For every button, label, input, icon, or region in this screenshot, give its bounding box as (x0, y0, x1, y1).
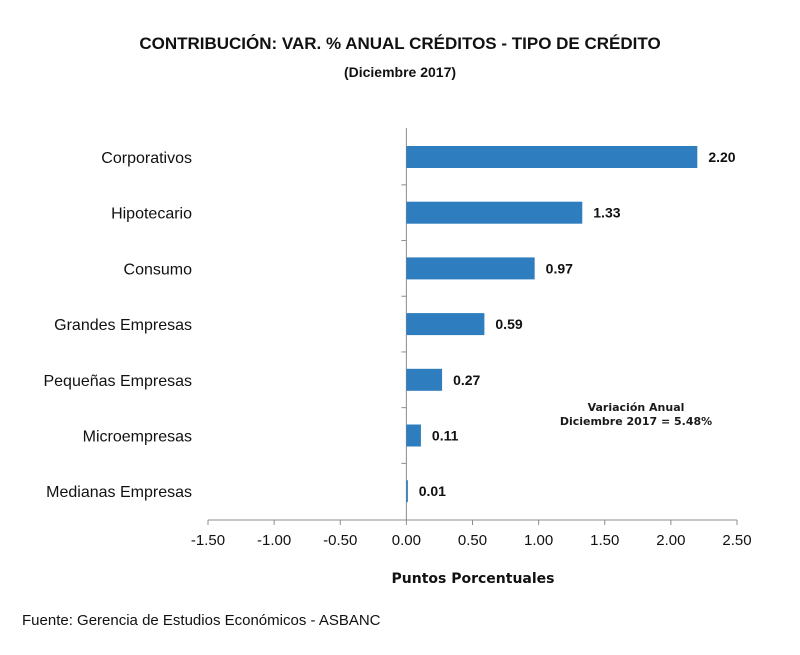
data-label: 0.59 (495, 316, 522, 332)
data-label: 0.97 (546, 260, 573, 276)
chart-subtitle: (Diciembre 2017) (343, 64, 457, 80)
bar (406, 201, 583, 224)
data-label: 2.20 (708, 149, 735, 165)
x-tick-label: 1.50 (590, 532, 619, 549)
annotation-line-2: Diciembre 2017 = 5.48% (559, 415, 713, 428)
data-label: 0.01 (419, 483, 446, 499)
source-note: Fuente: Gerencia de Estudios Económicos … (22, 612, 381, 629)
x-tick-label: 2.50 (722, 532, 751, 549)
data-label: 0.11 (432, 428, 459, 444)
category-label: Consumo (124, 261, 193, 278)
x-tick-label: 2.00 (656, 532, 685, 549)
x-tick-label: -1.00 (257, 532, 291, 549)
x-tick-label: 0.50 (458, 532, 487, 549)
category-label: Grandes Empresas (54, 317, 192, 334)
annotation-note: Variación Anual Diciembre 2017 = 5.48% (548, 401, 724, 429)
data-label: 1.33 (593, 205, 620, 221)
chart-title: CONTRIBUCIÓN: VAR. % ANUAL CRÉDITOS - TI… (139, 34, 661, 53)
bar (406, 424, 421, 447)
category-label: Medianas Empresas (46, 484, 192, 501)
bar (406, 146, 698, 168)
x-tick-label: 1.00 (524, 532, 553, 549)
x-tick-label: 0.00 (392, 532, 421, 549)
category-label: Hipotecario (111, 206, 192, 223)
bar (406, 368, 443, 391)
category-label: Corporativos (101, 150, 192, 167)
category-label: Pequeñas Empresas (43, 373, 192, 390)
bar (406, 313, 485, 336)
x-axis-label: Puntos Porcentuales (391, 571, 555, 587)
category-label: Microempresas (83, 429, 192, 446)
x-tick-label: -0.50 (323, 532, 357, 549)
data-label: 0.27 (453, 372, 480, 388)
bar (406, 480, 408, 503)
bar (406, 257, 535, 280)
annotation-line-1: Variación Anual (587, 401, 685, 414)
x-tick-label: -1.50 (191, 532, 225, 549)
